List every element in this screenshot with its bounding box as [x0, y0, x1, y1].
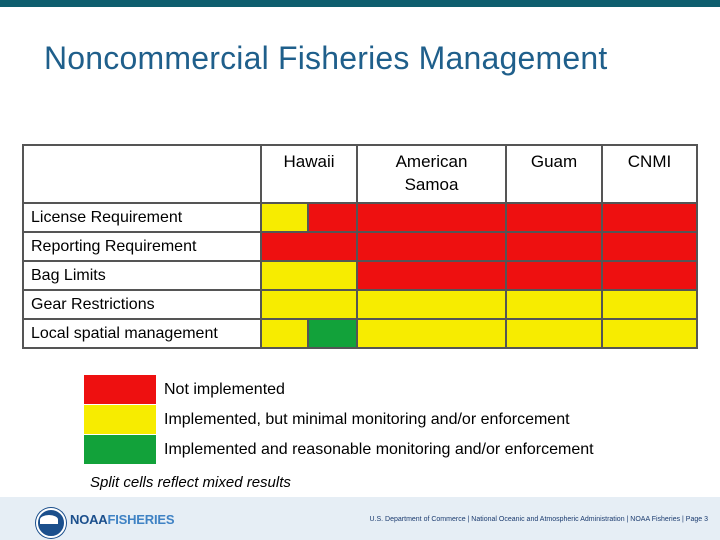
- row-label: Bag Limits: [22, 260, 262, 291]
- logo-fisheries-text: FISHERIES: [107, 512, 175, 527]
- status-cell-american-samoa: [356, 231, 507, 262]
- status-cell-guam: [505, 202, 603, 233]
- header-blank-cell: [22, 144, 262, 204]
- status-cell-cnmi: [601, 318, 698, 349]
- status-cell-hawaii: [260, 202, 358, 233]
- row-label: Reporting Requirement: [22, 231, 262, 262]
- logo-noaa-text: NOAA: [70, 512, 108, 527]
- status-cell-guam: [505, 318, 603, 349]
- row-label: Local spatial management: [22, 318, 262, 349]
- table-row-bag-limits: Bag Limits: [22, 260, 698, 291]
- status-cell-guam: [505, 260, 603, 291]
- legend-swatch-yellow: [84, 405, 156, 434]
- footer-bar: [0, 497, 720, 540]
- status-cell-guam: [505, 289, 603, 320]
- status-cell-cnmi: [601, 260, 698, 291]
- split-cell-right: [309, 320, 356, 347]
- legend-label: Implemented and reasonable monitoring an…: [164, 441, 594, 458]
- management-table: Hawaii American Samoa Guam CNMI License …: [22, 144, 698, 349]
- status-cell-american-samoa: [356, 260, 507, 291]
- split-cells-note: Split cells reflect mixed results: [90, 474, 291, 491]
- column-header-american-samoa-text: American Samoa: [395, 152, 468, 194]
- row-label: Gear Restrictions: [22, 289, 262, 320]
- status-cell-american-samoa: [356, 318, 507, 349]
- legend-label: Implemented, but minimal monitoring and/…: [164, 411, 570, 428]
- table-row-license-requirement: License Requirement: [22, 202, 698, 233]
- split-cell-right: [309, 204, 356, 231]
- row-label: License Requirement: [22, 202, 262, 233]
- table-row-local-spatial-management: Local spatial management: [22, 318, 698, 349]
- legend-swatch-red: [84, 375, 156, 404]
- status-cell-hawaii: [260, 289, 358, 320]
- status-cell-hawaii: [260, 231, 358, 262]
- status-cell-cnmi: [601, 289, 698, 320]
- column-header-cnmi: CNMI: [601, 144, 698, 204]
- table-header-row: Hawaii American Samoa Guam CNMI: [22, 144, 698, 204]
- status-cell-american-samoa: [356, 202, 507, 233]
- top-accent-bar: [0, 0, 720, 7]
- column-header-hawaii: Hawaii: [260, 144, 358, 204]
- table-row-gear-restrictions: Gear Restrictions: [22, 289, 698, 320]
- column-header-american-samoa: American Samoa: [356, 144, 507, 204]
- legend-swatch-green: [84, 435, 156, 464]
- status-cell-hawaii: [260, 318, 358, 349]
- column-header-guam: Guam: [505, 144, 603, 204]
- split-cell-left: [262, 320, 309, 347]
- status-cell-hawaii: [260, 260, 358, 291]
- split-cell-left: [262, 204, 309, 231]
- footer-credits: U.S. Department of Commerce | National O…: [369, 516, 709, 523]
- page-title: Noncommercial Fisheries Management: [44, 40, 608, 76]
- status-cell-cnmi: [601, 231, 698, 262]
- status-cell-cnmi: [601, 202, 698, 233]
- noaa-fisheries-logo-text: NOAAFISHERIES: [70, 512, 175, 527]
- table-row-reporting-requirement: Reporting Requirement: [22, 231, 698, 262]
- noaa-bird-icon: [40, 515, 58, 524]
- status-cell-guam: [505, 231, 603, 262]
- legend-label: Not implemented: [164, 381, 285, 398]
- status-cell-american-samoa: [356, 289, 507, 320]
